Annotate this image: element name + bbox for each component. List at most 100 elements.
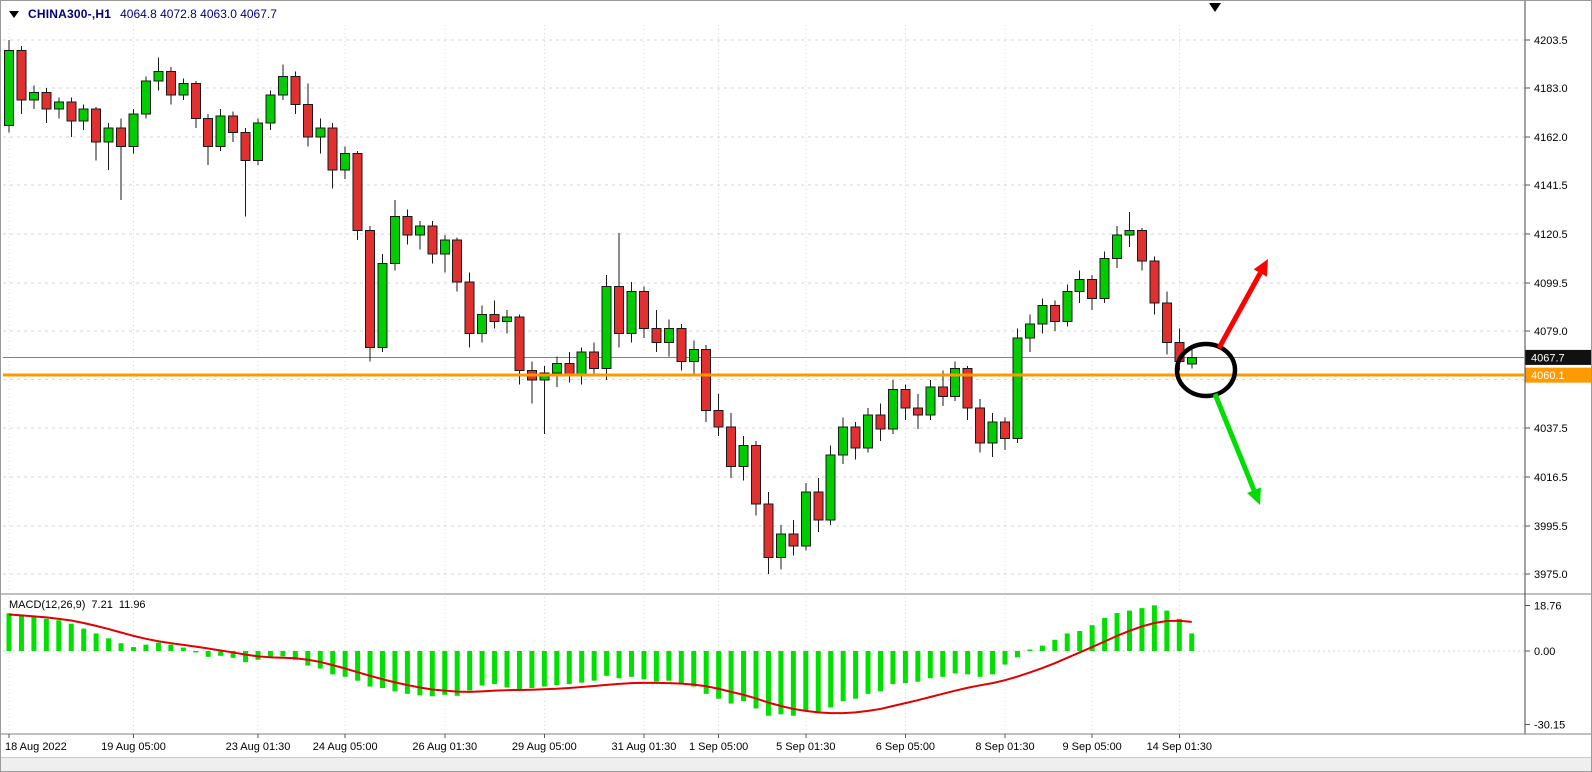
time-axis[interactable] — [1, 734, 1592, 758]
macd-histogram-bar — [1027, 649, 1033, 651]
candle-bear — [16, 50, 27, 101]
candle-bull — [987, 421, 998, 444]
macd-histogram-bar — [604, 650, 610, 676]
time-axis-label: 18 Aug 2022 — [5, 741, 67, 753]
macd-histogram-bar — [666, 650, 672, 681]
price-axis[interactable] — [1525, 1, 1592, 734]
macd-axis-label: 0.00 — [1534, 646, 1555, 658]
macd-histogram-bar — [977, 650, 983, 677]
macd-histogram-bar — [355, 650, 361, 681]
candle-bull — [78, 108, 89, 122]
time-axis-label: 1 Sep 05:00 — [689, 741, 748, 753]
macd-histogram-bar — [1151, 605, 1157, 651]
time-axis-label: 29 Aug 05:00 — [512, 741, 577, 753]
macd-histogram-bar — [429, 650, 435, 697]
candle-bull — [377, 262, 388, 348]
candle-bull — [128, 113, 139, 147]
symbol-dropdown-icon[interactable] — [9, 10, 19, 18]
price-badge — [1525, 367, 1591, 383]
candle-bull — [1074, 279, 1085, 292]
macd-histogram-bar — [317, 650, 323, 669]
macd-histogram-bar — [790, 650, 796, 716]
macd-histogram-bar — [454, 650, 460, 696]
macd-histogram-bar — [305, 650, 311, 666]
price-axis-label: 4016.5 — [1534, 472, 1568, 484]
macd-histogram-bar — [952, 650, 958, 674]
candle-bull — [1024, 323, 1035, 339]
candle-bull — [688, 349, 699, 362]
candle-bear — [1136, 230, 1147, 262]
candle-bull — [4, 50, 14, 126]
macd-histogram-bar — [765, 650, 771, 716]
time-axis-label: 5 Sep 01:30 — [776, 741, 835, 753]
candle-bull — [315, 127, 326, 138]
candle-bear — [813, 491, 824, 521]
price-badge — [1525, 349, 1591, 365]
chart-shift-marker-icon[interactable] — [1209, 3, 1221, 12]
macd-panel[interactable] — [1, 597, 1525, 732]
candle-bull — [825, 454, 836, 521]
ohlc-values: 4064.8 4072.8 4063.0 4067.7 — [120, 7, 277, 21]
macd-histogram-bar — [616, 650, 622, 679]
candle-bear — [651, 328, 662, 344]
macd-histogram-bar — [6, 613, 12, 651]
macd-histogram-bar — [106, 638, 112, 651]
candle-bear — [165, 71, 176, 96]
candle-bull — [1037, 304, 1048, 325]
macd-name: MACD(12,26,9) — [9, 599, 86, 611]
macd-histogram-bar — [380, 650, 385, 688]
candle-bear — [41, 92, 52, 110]
candle-bull — [800, 491, 811, 547]
macd-histogram-bar — [653, 650, 659, 682]
macd-histogram-bar — [878, 650, 883, 692]
candle-bear — [352, 152, 363, 232]
macd-histogram-bar — [218, 650, 224, 656]
macd-histogram-bar — [267, 650, 273, 658]
macd-histogram-bar — [479, 650, 485, 686]
candle-bull — [265, 94, 276, 124]
macd-histogram-bar — [815, 650, 821, 714]
candle-bear — [1087, 279, 1098, 299]
time-axis-label: 31 Aug 01:30 — [612, 741, 677, 753]
time-axis-label: 14 Sep 01:30 — [1147, 741, 1212, 753]
candle-bull — [601, 286, 612, 369]
candle-bear — [327, 127, 338, 171]
macd-histogram-bar — [342, 650, 348, 677]
macd-histogram-bar — [280, 650, 286, 657]
candle-bull — [1062, 290, 1073, 323]
macd-histogram-bar — [541, 650, 547, 687]
candle-bear — [975, 407, 986, 444]
candle-bear — [190, 82, 201, 119]
candle-bear — [875, 414, 886, 430]
macd-histogram-bar — [529, 650, 535, 688]
candle-bear — [452, 239, 463, 283]
annotation-circle[interactable] — [1174, 341, 1238, 399]
macd-signal-line — [8, 613, 1192, 715]
macd-histogram-bar — [193, 650, 199, 653]
price-axis-label: 4120.5 — [1534, 229, 1568, 241]
macd-histogram-bar — [778, 650, 784, 715]
macd-histogram-bar — [243, 650, 249, 663]
candle-bear — [900, 388, 911, 409]
annotation-arrow-down[interactable] — [1212, 393, 1257, 492]
price-axis-label: 3995.5 — [1534, 521, 1568, 533]
annotation-arrow-up[interactable] — [1216, 271, 1263, 350]
macd-histogram-bar — [691, 650, 697, 687]
candle-bull — [950, 367, 961, 397]
candle-bear — [66, 101, 77, 122]
macd-histogram-bar — [442, 650, 448, 695]
macd-histogram-bar — [741, 650, 747, 702]
candle-bull — [738, 444, 749, 467]
macd-histogram-bar — [392, 650, 398, 692]
macd-histogram-bar — [1114, 612, 1120, 651]
candle-bear — [203, 117, 214, 147]
macd-histogram-bar — [990, 650, 996, 675]
macd-histogram-bar — [168, 644, 174, 651]
window-bottom-strip — [1, 757, 1591, 771]
time-axis-label: 9 Sep 05:00 — [1062, 741, 1121, 753]
macd-histogram-bar — [292, 650, 298, 660]
candle-bull — [103, 127, 114, 143]
macd-histogram-bar — [1014, 650, 1020, 658]
